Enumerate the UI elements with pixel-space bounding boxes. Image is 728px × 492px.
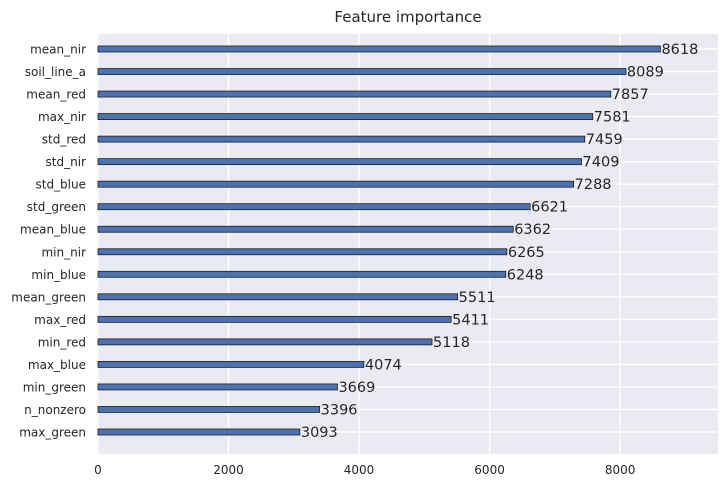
x-tick-label: 4000 — [344, 463, 375, 477]
y-tick-label-mean_red: mean_red — [26, 88, 86, 102]
y-tick-label-max_red: max_red — [34, 313, 86, 327]
x-tick-label: 6000 — [474, 463, 505, 477]
bar-max_red — [97, 315, 452, 323]
x-tick-label: 0 — [94, 463, 102, 477]
y-tick-label-n_nonzero: n_nonzero — [24, 403, 86, 417]
bars — [97, 45, 661, 436]
value-label-std_nir: 7409 — [583, 155, 620, 171]
value-label-mean_green: 5511 — [459, 290, 496, 306]
bar-min_blue — [97, 270, 507, 278]
y-tick-labels: mean_nir soil_line_a mean_red max_nir std_re… — [11, 43, 86, 440]
bar-min_green — [97, 383, 338, 391]
value-label-max_red: 5411 — [452, 312, 489, 328]
y-tick-label-max_blue: max_blue — [28, 358, 86, 372]
chart-title: Feature importance — [334, 8, 481, 26]
y-tick-label-min_blue: min_blue — [31, 268, 86, 282]
value-label-min_nir: 6265 — [508, 245, 545, 261]
bar-mean_nir — [97, 45, 661, 53]
bar-std_red — [97, 135, 586, 143]
y-tick-label-max_green: max_green — [19, 426, 86, 440]
bar-std_nir — [97, 158, 582, 166]
value-label-std_blue: 7288 — [575, 177, 612, 193]
y-tick-label-std_green: std_green — [27, 200, 86, 214]
x-tick-label: 2000 — [213, 463, 244, 477]
bar-std_blue — [97, 180, 575, 188]
bar-n_nonzero — [97, 406, 321, 413]
bar-max_nir — [97, 113, 594, 120]
bar-mean_green — [97, 293, 459, 301]
bar-std_green — [97, 203, 531, 211]
value-label-std_green: 6621 — [531, 200, 568, 216]
y-tick-label-std_red: std_red — [42, 133, 86, 147]
value-label-std_red: 7459 — [586, 132, 623, 148]
y-tick-label-mean_nir: mean_nir — [30, 43, 86, 57]
value-label-max_blue: 4074 — [365, 357, 402, 373]
value-label-n_nonzero: 3396 — [321, 402, 358, 418]
bar-mean_red — [97, 90, 612, 98]
value-label-soil_line_a: 8089 — [627, 65, 664, 81]
y-tick-label-std_nir: std_nir — [46, 155, 87, 169]
bar-max_green — [97, 428, 301, 436]
bar-soil_line_a — [97, 68, 627, 75]
value-label-min_red: 5118 — [433, 335, 470, 351]
value-labels: 8618 8089 7857 7581 7459 7409 7288 6621 6362 6265… — [301, 42, 698, 441]
y-tick-label-min_red: min_red — [38, 335, 86, 349]
value-label-mean_blue: 6362 — [514, 222, 551, 238]
value-label-mean_nir: 8618 — [661, 42, 698, 58]
y-tick-label-max_nir: max_nir — [38, 110, 86, 124]
bar-mean_blue — [97, 225, 514, 233]
y-tick-label-min_nir: min_nir — [41, 245, 86, 259]
value-label-max_nir: 7581 — [594, 110, 631, 126]
bar-min_nir — [97, 248, 508, 256]
value-label-max_green: 3093 — [301, 425, 338, 441]
y-tick-label-std_blue: std_blue — [35, 178, 86, 192]
y-tick-label-min_green: min_green — [23, 380, 86, 394]
value-label-min_green: 3669 — [338, 380, 375, 396]
x-tick-labels: 0 2000 4000 6000 8000 — [94, 463, 635, 477]
x-tick-label: 8000 — [605, 463, 636, 477]
y-tick-label-mean_green: mean_green — [11, 290, 86, 304]
y-tick-label-mean_blue: mean_blue — [20, 223, 86, 237]
value-label-min_blue: 6248 — [507, 267, 544, 283]
value-label-mean_red: 7857 — [612, 87, 649, 103]
y-tick-label-soil_line_a: soil_line_a — [25, 65, 86, 79]
bar-max_blue — [97, 361, 365, 368]
bar-min_red — [97, 338, 433, 346]
